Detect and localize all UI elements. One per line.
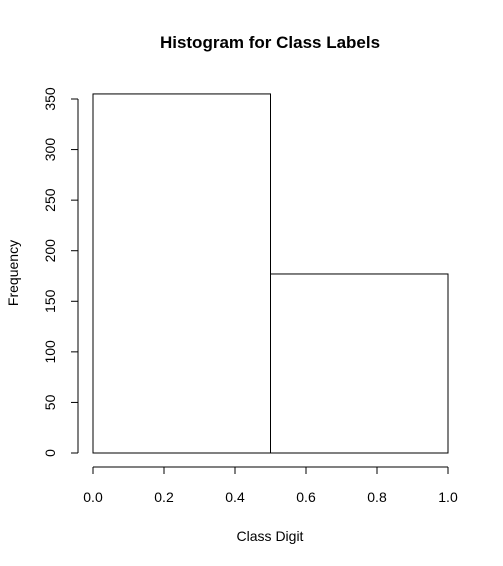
histogram-bar-0 <box>92 93 271 454</box>
y-tick-label: 250 <box>42 188 58 212</box>
x-tick-label: 0.6 <box>296 489 316 505</box>
x-axis: 0.0 0.2 0.4 0.6 0.8 1.0 <box>83 466 458 505</box>
x-tick-label: 0.8 <box>367 489 387 505</box>
y-tick-label: 350 <box>42 87 58 111</box>
x-tick-label: 0.0 <box>83 489 103 505</box>
x-axis-label: Class Digit <box>237 528 304 544</box>
x-tick-label: 1.0 <box>438 489 458 505</box>
x-tick-label: 0.4 <box>225 489 245 505</box>
y-axis: 0 50 100 150 200 250 300 350 <box>42 87 79 457</box>
y-tick-label: 0 <box>42 449 58 457</box>
chart-title: Histogram for Class Labels <box>160 33 380 52</box>
histogram-bar-1 <box>270 273 449 454</box>
y-tick-label: 150 <box>42 289 58 313</box>
y-tick-label: 200 <box>42 239 58 263</box>
bars-group <box>92 93 449 454</box>
y-tick-label: 50 <box>42 394 58 410</box>
y-tick-label: 100 <box>42 340 58 364</box>
y-tick-label: 300 <box>42 138 58 162</box>
y-axis-label: Frequency <box>5 240 21 306</box>
x-tick-label: 0.2 <box>154 489 174 505</box>
